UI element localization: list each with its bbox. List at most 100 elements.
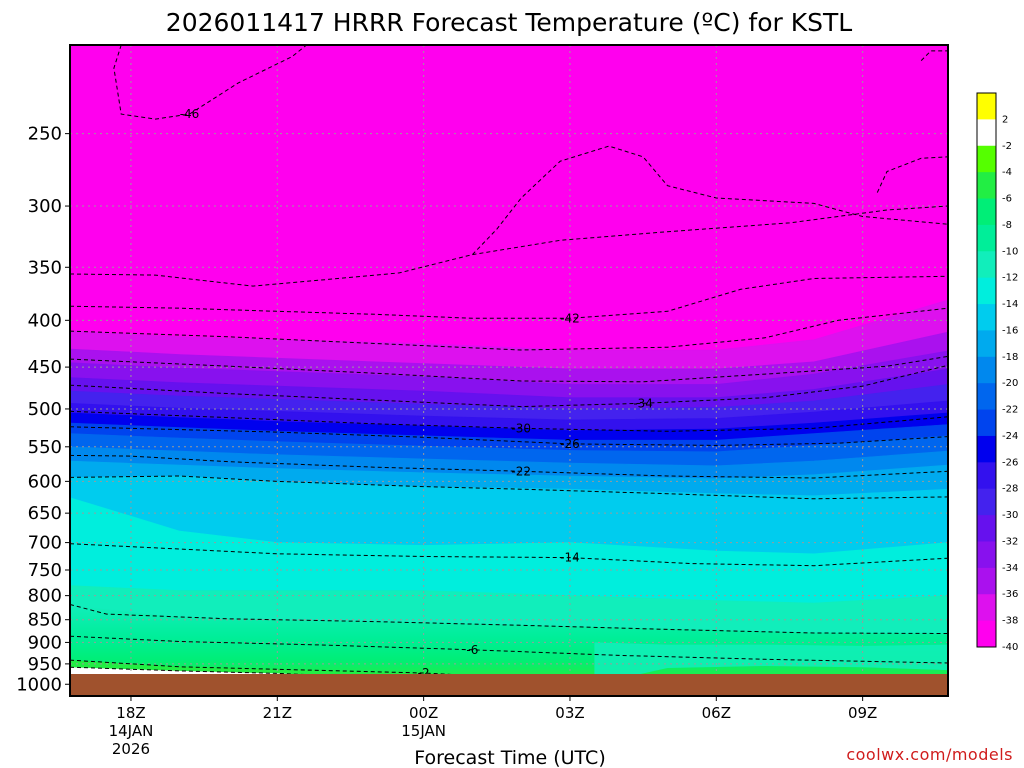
y-axis: 250 300 350 400 450 500 550 600 650 700 750 800 8509… <box>16 124 70 695</box>
colorbar-swatch <box>977 172 996 200</box>
y-tick-label: 550 <box>28 437 62 458</box>
y-tick-label: 700 <box>28 533 62 554</box>
contour-label: -14 <box>560 551 580 565</box>
colorbar-label: -8 <box>1002 220 1012 231</box>
contour-label: -46 <box>180 107 200 121</box>
plot-area: -46 -42 -34 -30 -26 -22 -14 -6 -2 <box>70 45 948 696</box>
contour-line <box>70 355 948 383</box>
colorbar-label: -36 <box>1002 589 1018 600</box>
contour-line <box>70 659 619 685</box>
y-tick-label: 650 <box>28 503 62 524</box>
colorbar-label: -12 <box>1002 273 1018 284</box>
colorbar-swatch <box>977 224 996 252</box>
colorbar-swatch <box>977 488 996 516</box>
x-tick-label: 06Z <box>702 704 731 722</box>
y-tick-label: 750 <box>28 560 62 581</box>
contour-line <box>70 635 948 664</box>
y-tick-label: 600 <box>28 471 62 492</box>
x-tick-date: 15JAN <box>401 722 446 740</box>
colorbar-swatch <box>977 251 996 279</box>
chart-title: 2026011417 HRRR Forecast Temperature (ºC… <box>166 8 852 37</box>
colorbar-label: -40 <box>1002 642 1018 653</box>
contour-label: -42 <box>560 311 580 325</box>
y-tick-label: 250 <box>28 124 62 145</box>
colorbar-label: -2 <box>1002 141 1012 152</box>
colorbar-swatch <box>977 435 996 463</box>
x-tick-label: 09Z <box>848 704 877 722</box>
x-axis-title: Forecast Time (UTC) <box>414 747 605 768</box>
colorbar-swatch <box>977 620 996 648</box>
colorbar-label: -26 <box>1002 457 1018 468</box>
contour-line <box>70 410 948 432</box>
temp-band-low-cold-patch <box>594 642 948 685</box>
x-tick-year: 2026 <box>112 740 150 758</box>
contour-line <box>70 475 948 500</box>
y-tick-label: 350 <box>28 257 62 278</box>
colorbar-swatch <box>977 198 996 226</box>
colorbar-label: -4 <box>1002 167 1012 178</box>
colorbar-swatch <box>977 541 996 569</box>
colorbar-swatch <box>977 356 996 384</box>
colorbar-label: -28 <box>1002 484 1018 495</box>
contour-line <box>70 604 948 634</box>
y-tick-label: 500 <box>28 399 62 420</box>
y-tick-label: 1000 <box>16 674 62 695</box>
colorbar-label: -10 <box>1002 246 1018 257</box>
colorbar-swatch <box>977 304 996 331</box>
contour-label: -26 <box>560 437 580 451</box>
colorbar-label: -16 <box>1002 325 1018 336</box>
contour-line <box>876 156 948 193</box>
contour-line <box>70 307 948 351</box>
plot-frame <box>69 44 949 697</box>
colorbar-label: -38 <box>1002 616 1018 627</box>
colorbar-frame <box>976 92 997 648</box>
colorbar-swatch <box>977 409 996 437</box>
colorbar-label: -20 <box>1002 378 1018 389</box>
y-tick-label: 450 <box>28 357 62 378</box>
colorbar-label: -32 <box>1002 536 1018 547</box>
contour-line <box>70 205 948 287</box>
contour-line <box>70 275 948 319</box>
contour-label: -6 <box>466 643 478 657</box>
contour-line <box>70 426 948 446</box>
colorbar-swatch <box>977 594 996 622</box>
colorbar-swatch <box>977 383 996 411</box>
x-tick-label: 00Z <box>409 704 438 722</box>
y-tick-label: 400 <box>28 310 62 331</box>
y-tick-label: 300 <box>28 196 62 217</box>
colorbar: 2 -2 -4 -6 -8 -10 -12 -14 -16 -18 -20 -22 -24 -26 -28 -… <box>976 92 1018 653</box>
grid-lines <box>70 45 948 696</box>
colorbar-swatch <box>977 93 996 120</box>
credit-link[interactable]: coolwx.com/models <box>846 745 1013 764</box>
y-tick-label: 800 <box>28 586 62 607</box>
y-tick-label: 850 <box>28 610 62 631</box>
colorbar-swatch <box>977 119 996 147</box>
x-tick-label: 21Z <box>263 704 292 722</box>
contour-label: -34 <box>633 396 653 410</box>
y-tick-label: 900 <box>28 632 62 653</box>
colorbar-label: -30 <box>1002 510 1018 521</box>
contour-label: -30 <box>511 421 531 435</box>
colorbar-label: -18 <box>1002 352 1018 363</box>
colorbar-swatch <box>977 277 996 305</box>
colorbar-label: 2 <box>1002 114 1008 125</box>
contour-line <box>70 543 948 567</box>
x-tick-label: 18Z <box>116 704 145 722</box>
x-tick-label: 03Z <box>555 704 584 722</box>
contour-lines: -46 -42 -34 -30 -26 -22 -14 -6 -2 <box>70 45 948 685</box>
ground-surface <box>70 674 948 696</box>
colorbar-swatch <box>977 567 996 595</box>
colorbar-label: -34 <box>1002 563 1018 574</box>
contour-label: -2 <box>418 666 430 680</box>
colorbar-label: -24 <box>1002 431 1018 442</box>
contour-label: -22 <box>511 464 531 478</box>
colorbar-label: -14 <box>1002 299 1018 310</box>
colorbar-swatch <box>977 330 996 358</box>
colorbar-label: -22 <box>1002 405 1018 416</box>
contour-line <box>113 45 307 120</box>
colorbar-swatch <box>977 145 996 173</box>
colorbar-swatch <box>977 462 996 490</box>
contour-line <box>70 364 948 408</box>
temperature-fill <box>70 299 948 696</box>
